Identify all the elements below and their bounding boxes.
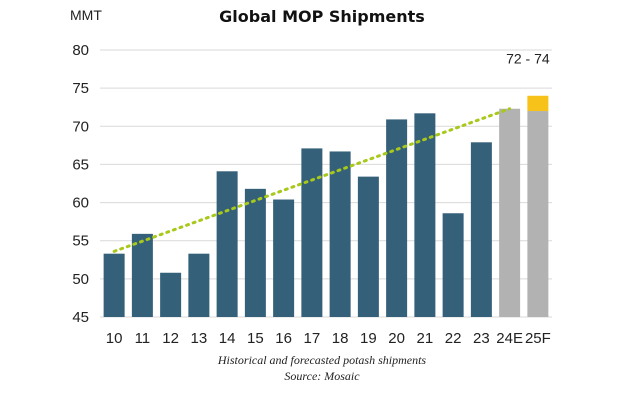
caption-line-1: Historical and forecasted potash shipmen…	[217, 353, 427, 367]
y-tick-label-75: 75	[72, 80, 89, 97]
y-tick-label-70: 70	[72, 118, 89, 135]
x-tick-label-23: 23	[473, 330, 490, 347]
trend-line	[112, 107, 512, 253]
bar-21	[414, 113, 436, 318]
y-axis-unit-label: MMT	[70, 7, 102, 23]
y-tick-label-50: 50	[72, 271, 89, 288]
x-tick-label-25F: 25F	[525, 330, 551, 347]
x-tick-label-20: 20	[388, 330, 405, 347]
y-tick-label-80: 80	[72, 42, 89, 59]
chart-title: Global MOP Shipments	[219, 7, 425, 26]
bar-18	[329, 151, 351, 317]
x-tick-label-18: 18	[332, 330, 349, 347]
x-tick-label-19: 19	[360, 330, 377, 347]
x-tick-label-16: 16	[275, 330, 292, 347]
y-tick-label-45: 45	[72, 309, 89, 326]
bar-15	[244, 188, 266, 317]
bar-13	[188, 253, 210, 317]
trend-line-group	[112, 107, 512, 253]
bar-16	[273, 199, 295, 317]
x-tick-label-22: 22	[445, 330, 462, 347]
bar-20	[386, 119, 408, 317]
bar-24E	[499, 108, 521, 318]
x-tick-label-13: 13	[191, 330, 208, 347]
forecast-range-annotation: 72 - 74	[506, 51, 550, 67]
x-tick-label-12: 12	[162, 330, 179, 347]
bar-23	[470, 142, 492, 317]
caption-line-2: Source: Mosaic	[284, 369, 360, 383]
bar-10	[103, 253, 125, 317]
x-tick-label-11: 11	[135, 330, 151, 347]
x-axis-ticks: 10 11 12 13 14 15 16 17 18 19 20 21 22 23 24E 25F	[106, 330, 551, 347]
bar-22	[442, 213, 464, 317]
bar-17	[301, 148, 323, 317]
forecast-range-bar-25F	[527, 95, 549, 112]
y-tick-label-60: 60	[72, 195, 89, 212]
bar-11	[131, 233, 153, 317]
bar-14	[216, 171, 238, 317]
bars	[103, 95, 549, 318]
bar-12	[160, 272, 182, 317]
y-tick-label-55: 55	[72, 233, 89, 250]
x-tick-label-17: 17	[304, 330, 321, 347]
y-axis-ticks: 45 50 55 60 65 70 75 80	[72, 42, 89, 326]
bar-19	[357, 176, 379, 317]
x-tick-label-24E: 24E	[496, 330, 523, 347]
y-tick-label-65: 65	[72, 156, 89, 173]
x-tick-label-10: 10	[106, 330, 123, 347]
x-tick-label-15: 15	[247, 330, 264, 347]
x-tick-label-21: 21	[417, 330, 434, 347]
bar-25F	[527, 111, 549, 318]
x-tick-label-14: 14	[219, 330, 236, 347]
